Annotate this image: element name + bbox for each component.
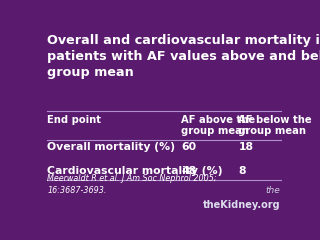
Text: Cardiovascular mortality (%): Cardiovascular mortality (%) [47,167,223,176]
Text: Overall and cardiovascular mortality in dialysis
patients with AF values above a: Overall and cardiovascular mortality in … [47,34,320,79]
Text: Overall mortality (%): Overall mortality (%) [47,143,175,152]
Text: AF above the
group mean: AF above the group mean [181,115,255,136]
Text: AF below the
group mean: AF below the group mean [238,115,312,136]
Text: 48: 48 [181,167,196,176]
Text: 8: 8 [238,167,246,176]
Text: End point: End point [47,115,101,125]
Text: the: the [266,186,281,195]
Text: Meerwaldt R et al. J Am Soc Nephrol 2005;
16:3687-3693.: Meerwaldt R et al. J Am Soc Nephrol 2005… [47,174,217,195]
Text: 18: 18 [238,143,253,152]
Text: theKidney.org: theKidney.org [203,200,281,210]
Text: 60: 60 [181,143,196,152]
